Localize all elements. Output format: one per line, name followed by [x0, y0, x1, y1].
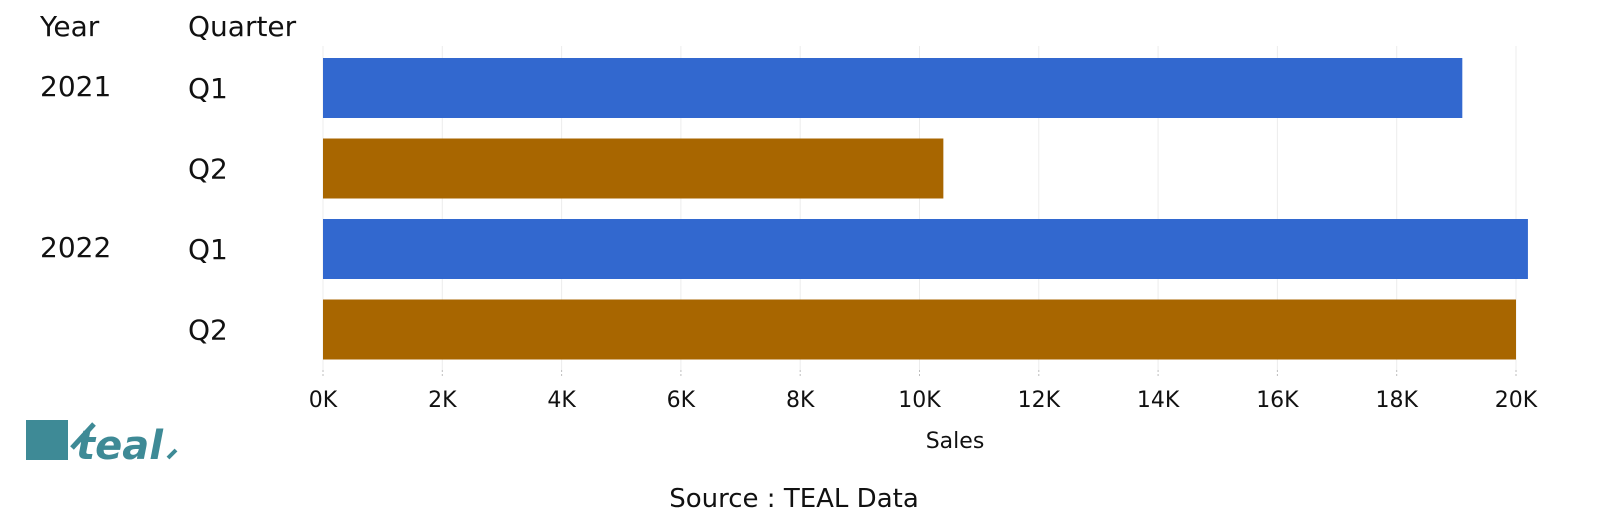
quarter-label: Q1	[188, 233, 228, 266]
logo-square-icon	[26, 420, 68, 460]
quarter-header: Quarter	[188, 10, 297, 43]
year-label: 2022	[40, 231, 111, 264]
year-header: Year	[39, 10, 100, 43]
source-note: Source : TEAL Data	[669, 484, 919, 514]
labels-layer: 0K 2K 4K 6K 8K 10K 12K 14K 16K 18K 20K Q1 2021 Q2 Q1 20…	[40, 70, 1538, 413]
x-tick-label: 4K	[547, 388, 576, 413]
logo-slash-icon	[70, 422, 96, 450]
quarter-label: Q2	[188, 314, 228, 347]
x-tick-label: 2K	[428, 388, 457, 413]
bar-2022-q2	[323, 299, 1516, 360]
x-tick-label: 18K	[1375, 388, 1418, 413]
x-tick-label: 8K	[786, 388, 815, 413]
teal-logo: teal	[26, 420, 178, 469]
bar-2022-q1	[323, 219, 1528, 279]
year-label: 2021	[40, 70, 111, 103]
x-tick-label: 0K	[309, 388, 338, 413]
quarter-label: Q2	[188, 153, 228, 186]
x-axis-title: Sales	[926, 429, 985, 454]
x-tick-label: 20K	[1495, 388, 1538, 413]
logo-text: teal	[76, 423, 164, 469]
bar-2021-q2	[323, 138, 944, 199]
x-tick-label: 16K	[1256, 388, 1299, 413]
x-tick-label: 10K	[898, 388, 941, 413]
x-tick-label: 14K	[1137, 388, 1180, 413]
x-tick-label: 12K	[1018, 388, 1061, 413]
bar-2021-q1	[323, 58, 1463, 118]
quarter-label: Q1	[188, 72, 228, 105]
bars-layer	[323, 58, 1528, 360]
x-tick-label: 6K	[667, 388, 696, 413]
logo-tick-icon	[166, 448, 178, 460]
